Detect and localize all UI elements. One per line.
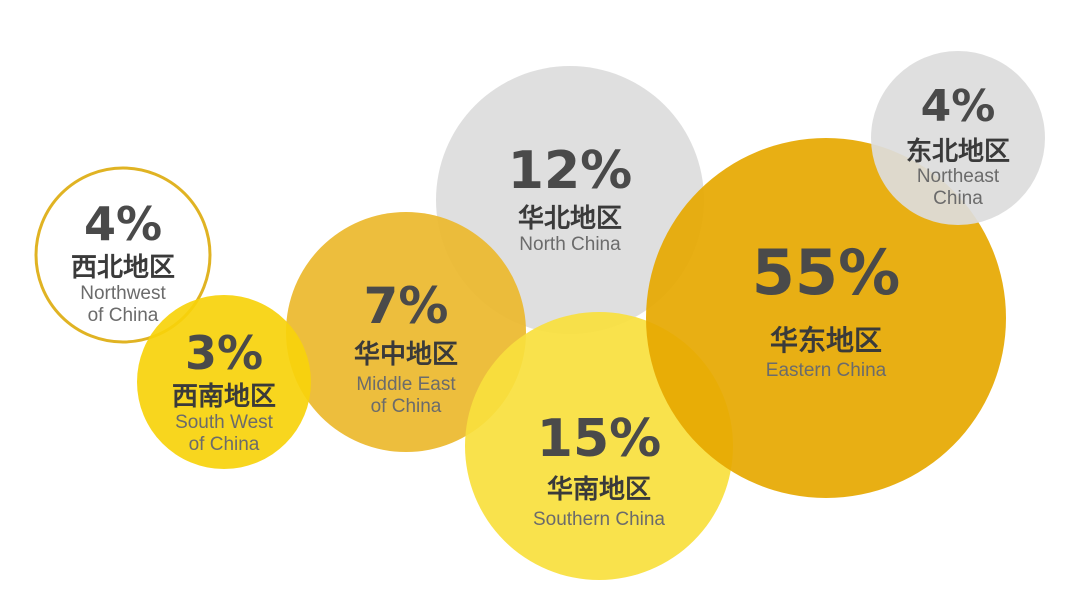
region-name-cn-eastern: 华东地区 [770,324,882,357]
value-label-southwest: 3% [185,326,263,380]
region-name-cn-north: 华北地区 [518,203,622,234]
region-name-en-middle-east-line-2: of China [371,396,442,417]
region-name-cn-southwest: 西南地区 [172,382,276,412]
region-name-en-southern-line-1: Southern China [533,509,665,530]
bubble-eastern [646,138,1006,498]
value-label-eastern: 55% [752,236,900,309]
region-name-en-southwest-line-1: South West [175,412,274,433]
bubble-northwest [34,166,212,344]
bubble-southwest [137,295,311,469]
value-label-northeast: 4% [921,81,996,132]
region-name-en-middle-east-line-1: Middle East [356,374,456,395]
region-name-cn-middle-east: 华中地区 [354,339,458,370]
region-name-en-southwest-line-2: of China [189,434,260,455]
region-name-en-northwest-line-2: of China [88,305,159,326]
region-name-en-eastern-line-1: Eastern China [766,360,887,381]
region-name-cn-southern: 华南地区 [547,474,651,505]
region-name-cn-northeast: 东北地区 [906,136,1010,167]
bubble-northeast [871,51,1045,225]
region-name-en-northwest-line-1: Northwest [80,283,166,304]
region-name-en-northeast-line-2: China [933,188,983,209]
value-label-southern: 15% [537,409,661,469]
region-name-en-north-line-1: North China [519,234,621,255]
value-label-north: 12% [508,141,632,201]
value-label-middle-east: 7% [364,277,449,335]
region-name-cn-northwest: 西北地区 [71,253,175,283]
bubble-middle-east [286,212,526,452]
value-label-northwest: 4% [84,197,162,251]
region-name-en-northeast-line-1: Northeast [917,166,1000,187]
